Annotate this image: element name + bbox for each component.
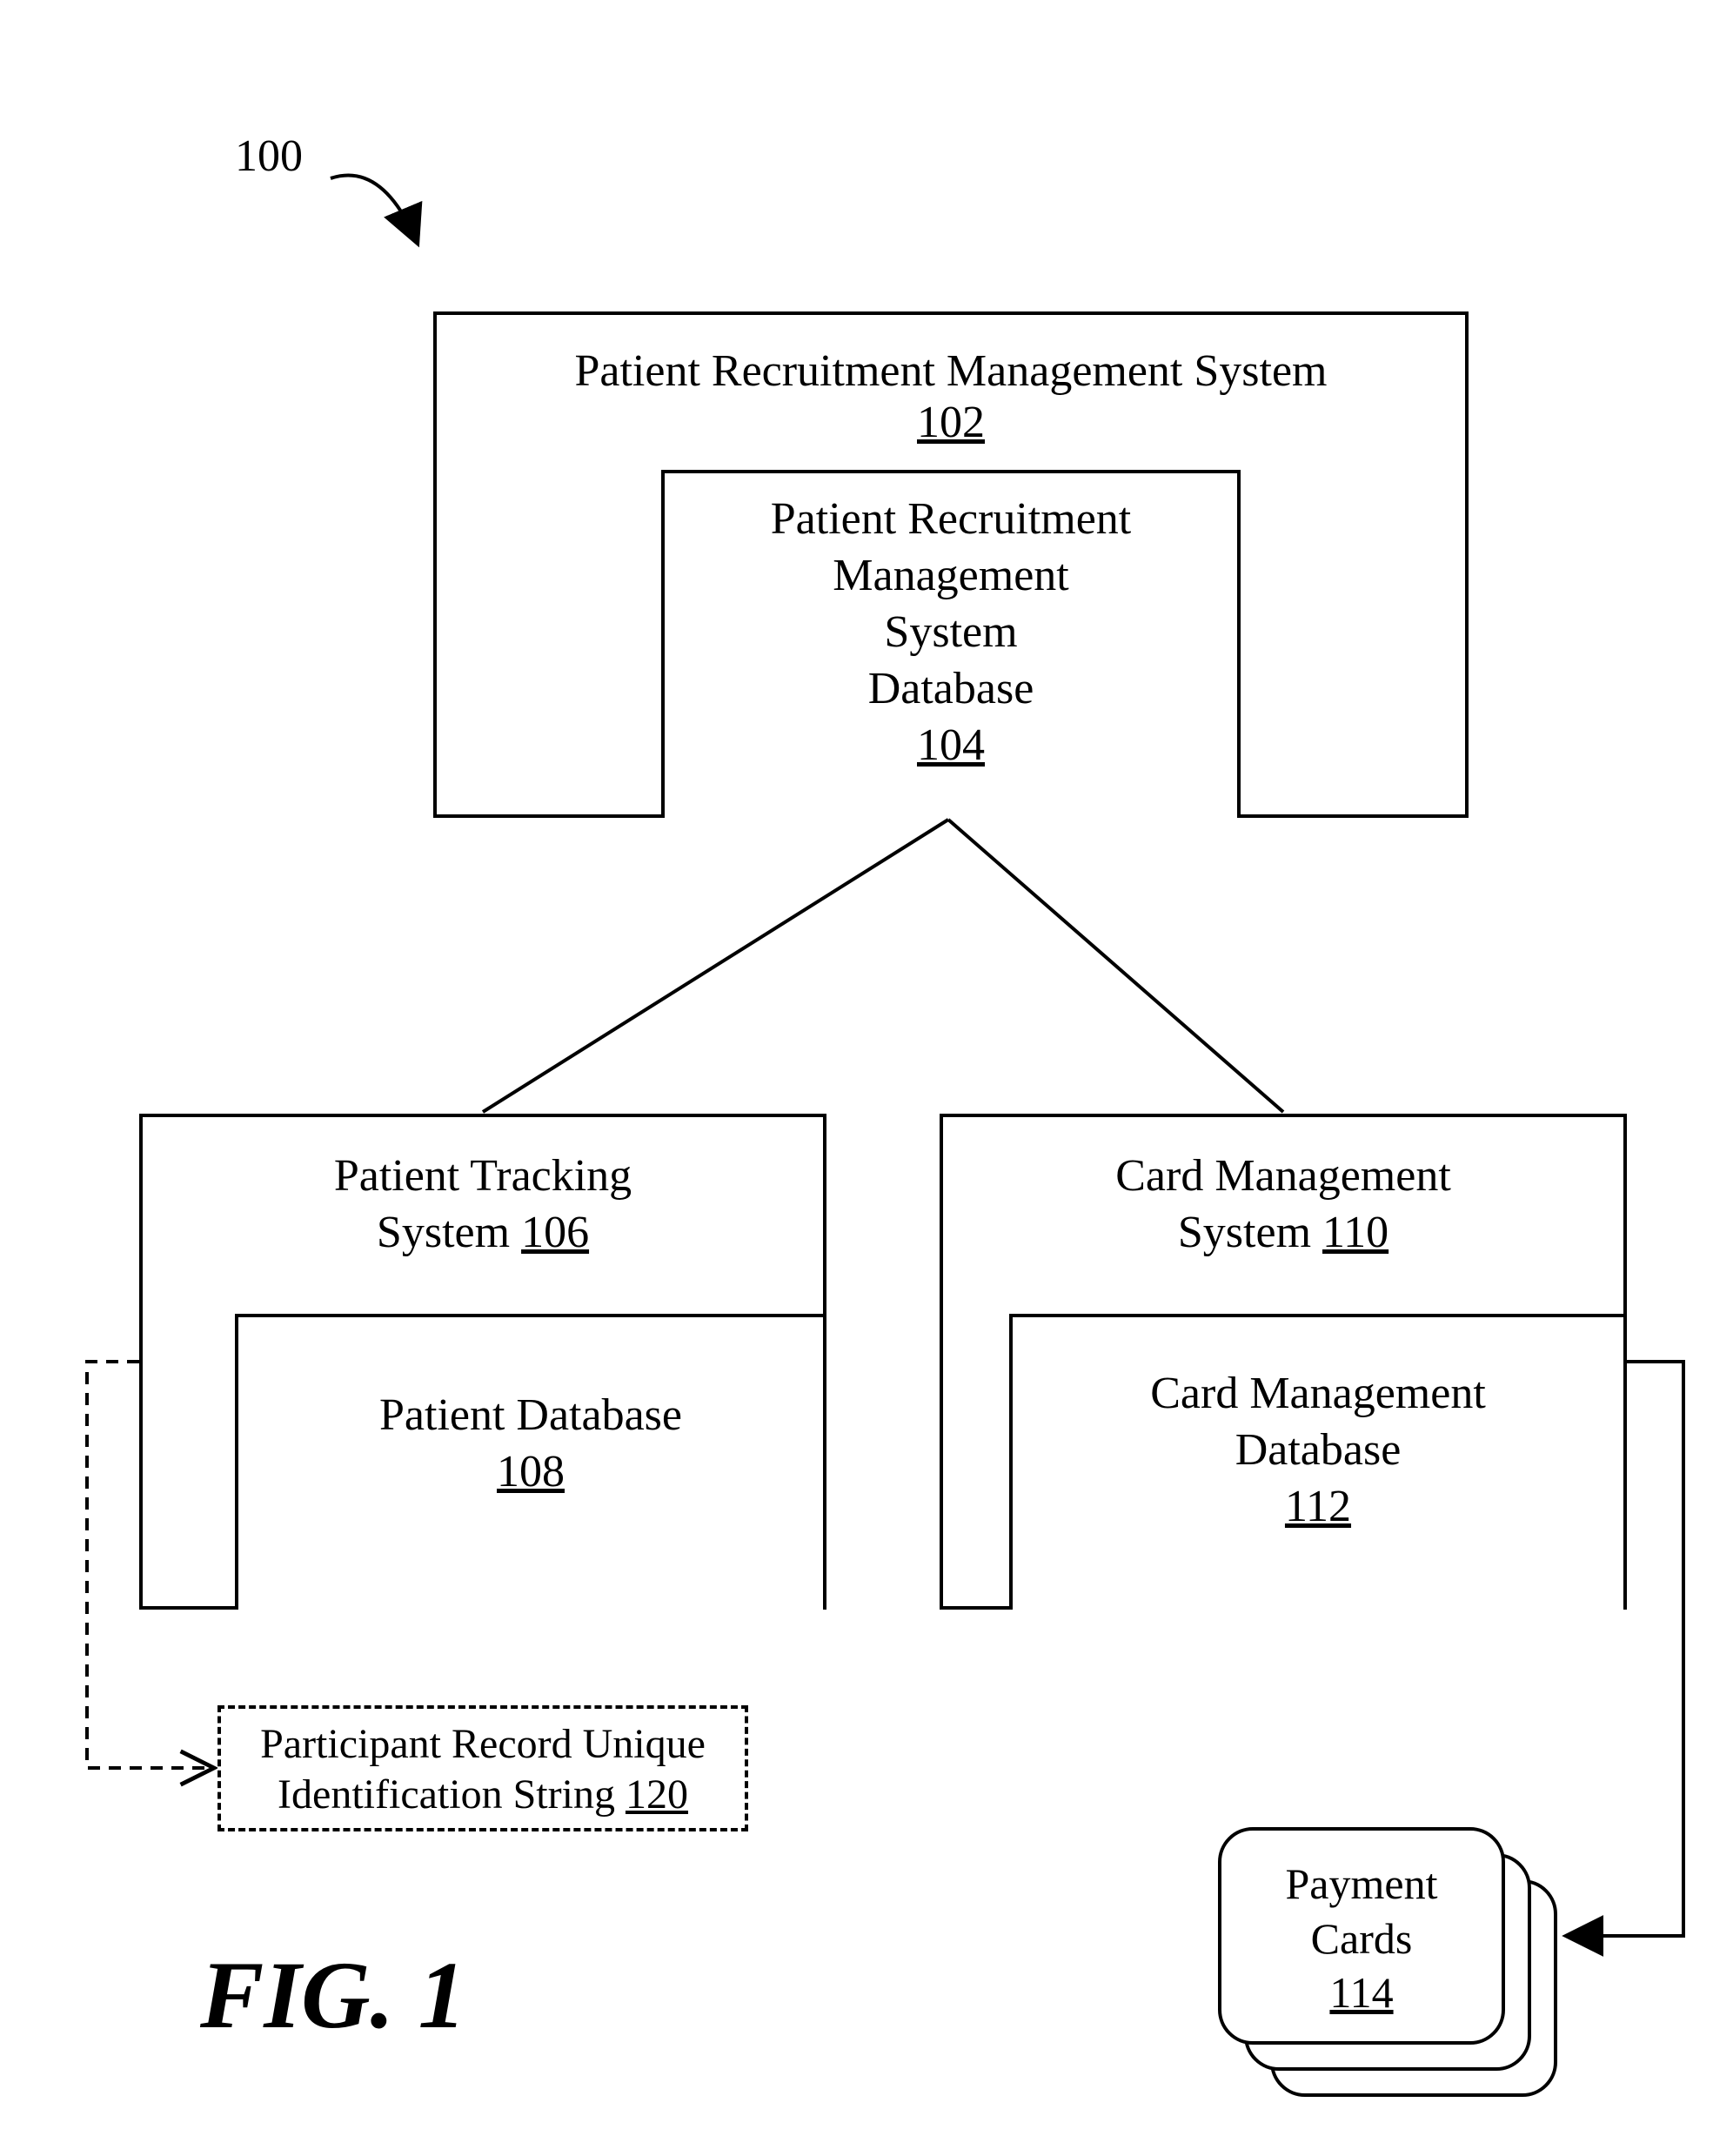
prui-box: Participant Record Unique Identification… — [217, 1705, 748, 1831]
prms-db-text: Patient Recruitment Management System Da… — [665, 491, 1237, 773]
prms-title: Patient Recruitment Management System 10… — [437, 345, 1465, 448]
pts-title: Patient Tracking System 106 — [143, 1148, 823, 1261]
prms-db-box: Patient Recruitment Management System Da… — [661, 470, 1241, 818]
figure-ref-label: 100 — [235, 131, 303, 182]
pts-db-text: Patient Database 108 — [238, 1387, 823, 1500]
prui-text: Participant Record Unique Identification… — [221, 1719, 745, 1819]
cms-title: Card Management System 110 — [943, 1148, 1623, 1261]
cms-db-box: Card Management Database 112 — [1009, 1314, 1627, 1610]
figure-title: FIG. 1 — [200, 1940, 466, 2051]
payment-card-front: Payment Cards 114 — [1218, 1827, 1505, 2045]
cms-db-text: Card Management Database 112 — [1013, 1365, 1623, 1535]
pts-db-box: Patient Database 108 — [235, 1314, 826, 1610]
payment-card-text: Payment Cards 114 — [1221, 1857, 1502, 2020]
